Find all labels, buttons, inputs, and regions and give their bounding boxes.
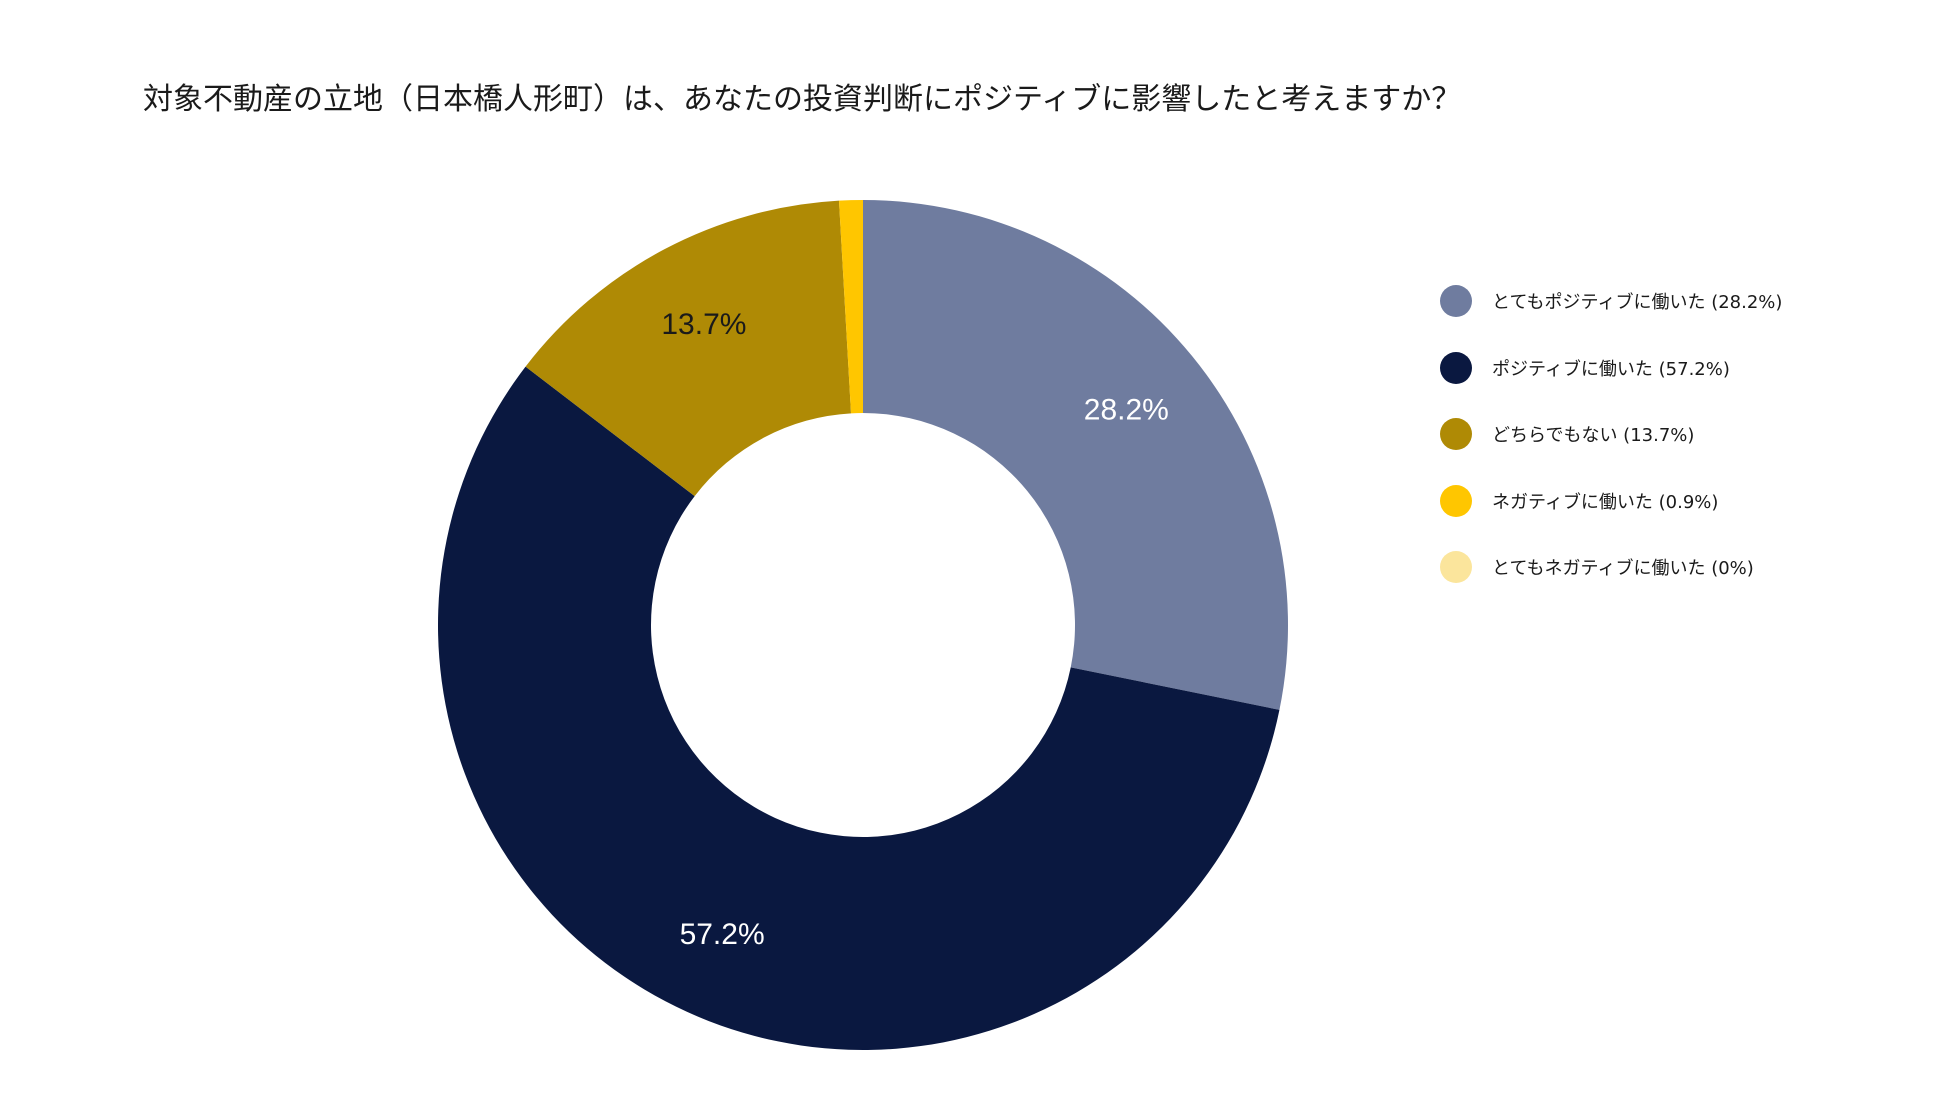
chart-title: 対象不動産の立地（日本橋人形町）は、あなたの投資判断にポジティブに影響したと考え…	[143, 82, 1462, 117]
slice-value-label-3: 13.7%	[661, 308, 746, 341]
donut-slice-2	[437, 366, 1280, 1051]
donut-slice-1	[863, 200, 1288, 710]
legend-item: ポジティブに働いた (57.2%)	[1440, 335, 1782, 402]
legend-label: とてもネガティブに働いた (0%)	[1492, 558, 1754, 580]
legend-swatch	[1440, 285, 1472, 318]
donut-slice-3	[525, 200, 852, 497]
legend-swatch	[1440, 551, 1472, 584]
legend-label: どちらでもない (13.7%)	[1492, 425, 1695, 447]
legend-swatch	[1440, 484, 1472, 517]
legend-item: とてもネガティブに働いた (0%)	[1440, 534, 1782, 601]
legend-swatch	[1440, 351, 1472, 384]
slice-value-label-1: 28.2%	[1084, 393, 1169, 426]
legend-label: ネガティブに働いた (0.9%)	[1492, 491, 1719, 513]
legend-swatch	[1440, 418, 1472, 451]
legend-item: どちらでもない (13.7%)	[1440, 401, 1782, 468]
legend-item: ネガティブに働いた (0.9%)	[1440, 468, 1782, 535]
legend-label: とてもポジティブに働いた (28.2%)	[1492, 292, 1783, 314]
slice-value-label-2: 57.2%	[680, 918, 765, 951]
legend-label: ポジティブに働いた (57.2%)	[1492, 358, 1730, 380]
donut-slice-4	[838, 200, 863, 414]
legend: とてもポジティブに働いた (28.2%) ポジティブに働いた (57.2%) どちら…	[1440, 268, 1782, 601]
legend-item: とてもポジティブに働いた (28.2%)	[1440, 268, 1782, 335]
